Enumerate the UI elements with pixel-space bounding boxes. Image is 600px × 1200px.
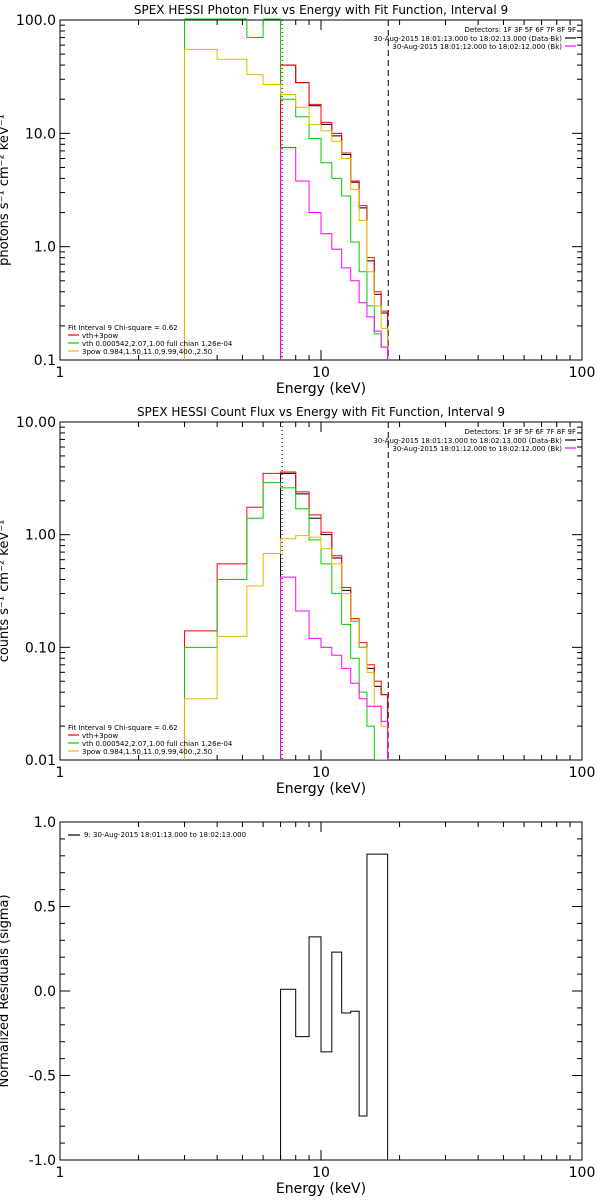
y-tick-label: 1.00: [25, 528, 56, 544]
y-tick-label: -1.0: [29, 1153, 56, 1169]
fit-legend-entry: vth+3pow: [82, 332, 118, 340]
detectors-label: Detectors: 1F 3F 5F 6F 7F 8F 9F: [465, 26, 576, 34]
x-tick-label: 100: [569, 765, 596, 781]
x-tick-label: 1: [56, 365, 65, 381]
series-3pow: [184, 535, 389, 760]
time-legend-entry: 30-Aug-2015 18:01:13.000 to 18:02:13.000…: [373, 437, 562, 445]
x-axis-label: Energy (keV): [276, 381, 366, 397]
chart-title: SPEX HESSI Count Flux vs Energy with Fit…: [137, 405, 505, 419]
series-Bk: [280, 146, 389, 360]
fit-legend-entry: vth+3pow: [82, 732, 118, 740]
fit-legend-entry: vth 0.000542,2.07,1.00 full chian 1.26e-…: [82, 340, 233, 348]
y-axis-label: photons s⁻¹ cm⁻² keV⁻¹: [0, 114, 12, 266]
y-tick-label: 1.0: [34, 815, 56, 831]
plot-frame: [59, 421, 583, 761]
time-legend-entry: 30-Aug-2015 18:01:13.000 to 18:02:13.000…: [373, 35, 562, 43]
series-vth+3pow: [280, 64, 389, 360]
detectors-label: Detectors: 1F 3F 5F 6F 7F 8F 9F: [465, 428, 576, 436]
fit-legend-entry: Fit Interval 9 Chi-square = 0.62: [68, 724, 178, 732]
y-tick-label: 10.00: [16, 415, 56, 431]
time-legend-entry: 9: 30-Aug-2015 18:01:13.000 to 18:02:13.…: [84, 831, 246, 839]
y-tick-label: 0.10: [25, 640, 56, 656]
x-tick-label: 1: [56, 1165, 65, 1181]
series-vth+3pow: [184, 471, 389, 760]
plot-frame: [59, 19, 583, 361]
data-layer: [184, 422, 389, 760]
x-tick-label: 1: [56, 765, 65, 781]
residuals-panel: 1 10 100 Energy (keV) -1.0 -0.5 0.0 0.5 1.0 Norma…: [0, 815, 595, 1197]
series-Bk: [280, 576, 389, 760]
series-vth: [184, 482, 388, 760]
y-tick-label: 0.5: [34, 900, 56, 916]
y-tick-label: 0.1: [34, 353, 56, 369]
fit-legend-entry: Fit Interval 9 Chi-square = 0.62: [68, 324, 178, 332]
fit-legend-entry: 3pow 0.984,1.50,11.0,9.99,400.,2.50: [82, 348, 212, 356]
fit-legend-entry: vth 0.000542,2.07,1.00 full chian 1.26e-…: [82, 740, 233, 748]
y-tick-label: 1.0: [34, 240, 56, 256]
series-3pow: [184, 48, 389, 360]
y-axis-label: counts s⁻¹ cm⁻² keV⁻¹: [0, 520, 12, 663]
photon-flux-panel: SPEX HESSI Photon Flux vs Energy with Fi…: [0, 3, 595, 397]
x-tick-label: 10: [312, 1165, 330, 1181]
series-data-bk: [280, 64, 389, 360]
series-data-bk: [280, 853, 389, 1160]
x-tick-label: 10: [312, 365, 330, 381]
x-tick-label: 100: [569, 365, 596, 381]
data-layer: [184, 18, 389, 360]
y-tick-label: 100.0: [16, 13, 56, 29]
count-flux-panel: SPEX HESSI Count Flux vs Energy with Fit…: [0, 405, 595, 797]
x-axis-label: Energy (keV): [276, 1181, 366, 1197]
time-legend-entry: 30-Aug-2015 18:01:12.000 to 18:02:12.000…: [392, 445, 562, 453]
fit-legend-entry: 3pow 0.984,1.50,11.0,9.99,400.,2.50: [82, 748, 212, 756]
series-data-bk: [280, 472, 389, 760]
y-axis-label: Normalized Residuals (sigma): [0, 894, 12, 1087]
x-tick-label: 100: [569, 1165, 596, 1181]
y-tick-label: 10.0: [25, 126, 56, 142]
time-legend-entry: 30-Aug-2015 18:01:12.000 to 18:02:12.000…: [392, 43, 562, 51]
y-tick-label: -0.5: [29, 1069, 56, 1085]
x-axis-label: Energy (keV): [276, 781, 366, 797]
y-tick-label: 0.01: [25, 753, 56, 769]
y-tick-label: 0.0: [34, 984, 56, 1000]
x-tick-label: 10: [312, 765, 330, 781]
chart-title: SPEX HESSI Photon Flux vs Energy with Fi…: [134, 3, 508, 17]
data-layer: [280, 853, 389, 1160]
